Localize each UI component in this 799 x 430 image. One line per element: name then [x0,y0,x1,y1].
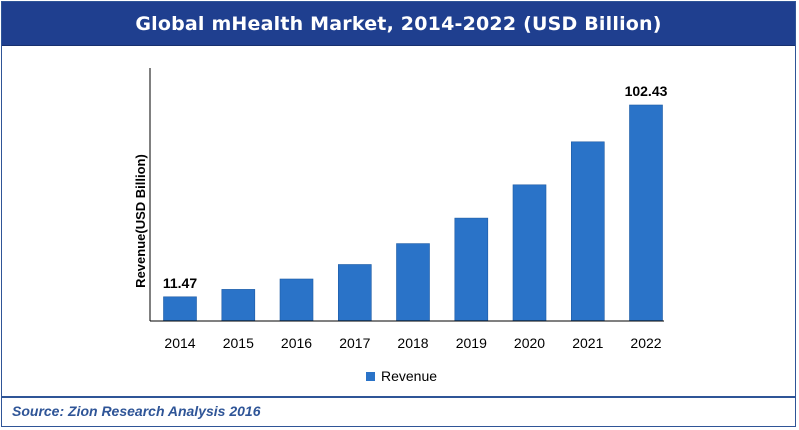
title-bar: Global mHealth Market, 2014-2022 (USD Bi… [2,2,795,46]
y-axis-title: Revenue(USD Billion) [133,154,148,288]
bar-2014 [163,296,197,322]
legend-label-revenue: Revenue [381,368,438,384]
chart-title: Global mHealth Market, 2014-2022 (USD Bi… [135,12,662,35]
footer-divider [2,396,795,398]
x-tick-label-2020: 2020 [514,335,545,351]
x-tick-label-2018: 2018 [397,335,428,351]
data-label-2022: 102.43 [625,83,668,99]
x-tick-label-2021: 2021 [572,335,603,351]
bar-2019 [454,217,489,322]
x-tick-label-2015: 2015 [223,335,254,351]
bar-chart: Revenue(USD Billion) 2014 2015 2016 2017 201… [133,68,668,351]
bar-2017 [337,264,372,322]
data-label-2014: 11.47 [163,275,197,291]
bar-2021 [570,141,605,322]
bars-layer [163,104,663,322]
x-tick-label-2016: 2016 [281,335,312,351]
source-note: Source: Zion Research Analysis 2016 [12,403,261,419]
legend-swatch-revenue [366,371,375,381]
legend: Revenue [366,368,437,384]
x-tick-label-2022: 2022 [630,335,661,351]
bar-2018 [396,243,430,322]
bar-2022 [629,104,663,322]
x-tick-label-2019: 2019 [456,335,487,351]
bar-2020 [512,184,547,322]
bar-2015 [221,289,256,322]
x-tick-label-2014: 2014 [164,335,195,351]
bar-2016 [279,278,314,322]
x-tick-label-2017: 2017 [339,335,370,351]
